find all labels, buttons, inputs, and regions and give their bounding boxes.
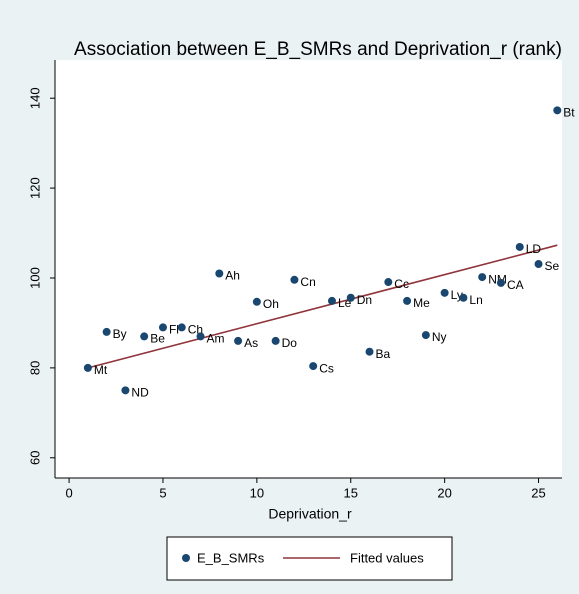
x-tick-label: 0 — [65, 485, 72, 500]
x-tick-label: 20 — [437, 485, 451, 500]
point — [327, 296, 336, 305]
point — [83, 363, 92, 372]
point — [290, 275, 299, 284]
point — [252, 297, 261, 306]
point-label: Dn — [357, 293, 372, 307]
point — [346, 293, 355, 302]
y-tick-label: 80 — [27, 361, 42, 375]
point — [478, 273, 487, 282]
legend-marker — [182, 554, 190, 562]
point-label: Ba — [376, 347, 391, 361]
point-label: Cn — [300, 275, 315, 289]
point — [534, 260, 543, 269]
point — [177, 323, 186, 332]
point — [196, 332, 205, 341]
point-label: Me — [413, 296, 430, 310]
point-label: Fl — [169, 323, 179, 337]
point — [384, 278, 393, 287]
chart-title: Association between E_B_SMRs and Depriva… — [74, 39, 562, 60]
x-tick-label: 5 — [159, 485, 166, 500]
y-tick-label: 140 — [27, 87, 42, 109]
x-tick-label: 25 — [531, 485, 545, 500]
point-label: Am — [207, 332, 225, 346]
point — [515, 242, 524, 251]
point — [403, 296, 412, 305]
point — [121, 386, 130, 395]
point-label: Ny — [432, 330, 447, 344]
point-label: ND — [131, 386, 149, 400]
point-label: Bt — [563, 106, 575, 120]
point — [421, 331, 430, 340]
point-label: Do — [282, 336, 298, 350]
point — [234, 336, 243, 345]
x-tick-label: 15 — [344, 485, 358, 500]
point-label: Be — [150, 332, 165, 346]
point — [215, 269, 224, 278]
y-tick-label: 100 — [27, 267, 42, 289]
y-tick-label: 120 — [27, 177, 42, 199]
point-label: Ah — [225, 269, 240, 283]
point-label: By — [113, 327, 127, 341]
point — [271, 336, 280, 345]
x-tick-label: 10 — [250, 485, 264, 500]
point — [440, 288, 449, 297]
point — [140, 332, 149, 341]
legend-label: E_B_SMRs — [197, 550, 265, 565]
plot-area — [55, 60, 562, 478]
point-label: Oh — [263, 297, 279, 311]
point — [365, 347, 374, 356]
x-axis-title: Deprivation_r — [268, 506, 352, 522]
point-label: Cc — [394, 277, 409, 291]
point — [496, 278, 505, 287]
point-label: Ln — [469, 293, 482, 307]
point-label: LD — [526, 242, 542, 256]
point — [102, 327, 111, 336]
legend-label: Fitted values — [350, 550, 424, 565]
point-label: Cs — [319, 361, 334, 375]
fit-line — [87, 244, 558, 369]
y-tick-label: 60 — [27, 451, 42, 465]
point — [158, 323, 167, 332]
point — [553, 106, 562, 115]
point — [459, 293, 468, 302]
point-label: As — [244, 336, 258, 350]
point — [309, 362, 318, 371]
point-label: CA — [507, 278, 524, 292]
point-label: Se — [545, 259, 560, 273]
point-label: Mt — [94, 363, 108, 377]
